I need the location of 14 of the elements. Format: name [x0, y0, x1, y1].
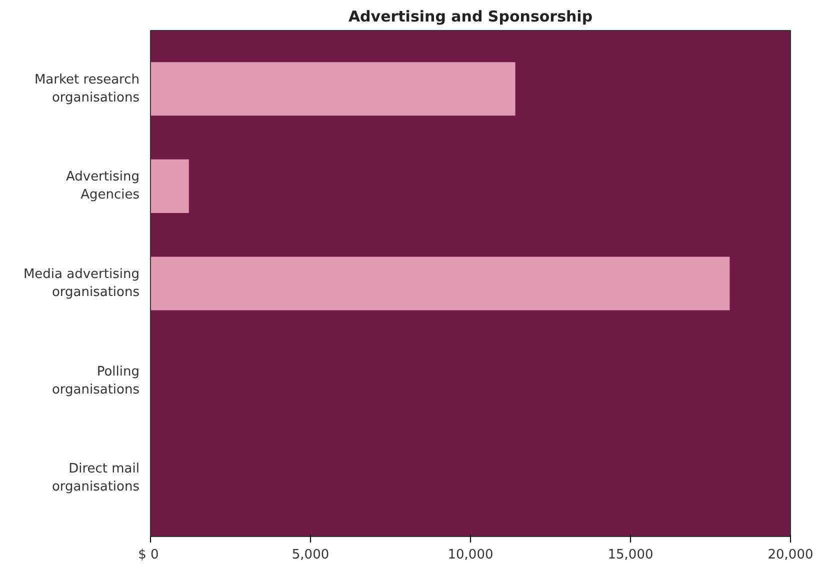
x-tick-label: 15,000 — [608, 548, 654, 562]
bar — [150, 159, 189, 213]
x-tick-label: $ 0 — [138, 548, 159, 562]
x-tick-label: 20,000 — [768, 548, 814, 562]
y-tick-label: Direct mail organisations — [52, 462, 140, 495]
y-tick-label: Polling organisations — [52, 364, 140, 398]
chart-title: Advertising and Sponsorship — [348, 8, 593, 26]
y-tick-label: Media advertising organisations — [23, 267, 140, 300]
bar — [150, 62, 516, 116]
y-tick-label: Advertising Agencies — [66, 170, 140, 203]
x-tick-label: 10,000 — [448, 548, 494, 562]
x-tick-label: 5,000 — [292, 548, 330, 562]
y-tick-label: Market research organisations — [34, 72, 140, 106]
bar — [150, 256, 730, 310]
